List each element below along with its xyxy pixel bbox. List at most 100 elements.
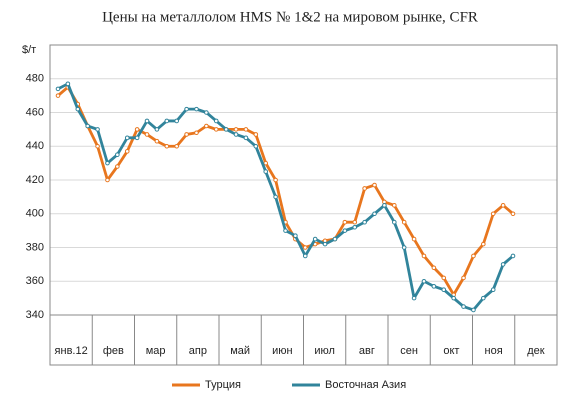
point-marker [223,127,229,132]
y-tick-label: 460 [26,106,44,118]
point-marker [332,236,338,242]
point-marker [302,245,308,250]
point-marker [461,304,466,309]
point-marker [134,127,140,132]
x-tick-label: ноя [485,345,503,357]
point-marker [500,262,506,267]
point-marker [312,236,318,242]
point-marker [164,143,170,149]
point-marker [233,132,239,137]
point-marker [421,253,427,259]
x-tick-label: июл [314,345,335,357]
point-marker [144,132,150,137]
point-marker [115,152,120,157]
point-marker [322,241,328,247]
point-marker [431,284,437,289]
y-tick-label: 380 [26,241,44,253]
x-tick-label: май [230,345,250,357]
y-axis-label: $/т [22,44,36,56]
point-marker [115,164,120,169]
chart-title: Цены на металлолом HMS № 1&2 на мировом … [102,9,478,25]
point-marker [283,228,288,233]
point-marker [213,127,219,132]
point-marker [362,186,367,191]
legend-label: Восточная Азия [325,379,406,391]
point-marker [55,93,61,98]
point-marker [401,219,407,225]
point-marker [302,253,308,259]
x-tick-label: янв.12 [55,345,88,357]
point-marker [233,127,239,132]
point-marker [75,106,81,112]
point-marker [411,236,417,242]
point-marker [401,245,407,250]
point-marker [362,219,367,225]
point-marker [392,219,397,225]
point-marker [134,135,140,141]
point-marker [471,253,476,259]
point-marker [342,219,348,225]
point-marker [194,106,199,112]
point-marker [273,194,278,200]
point-marker [184,106,189,112]
point-marker [273,177,278,183]
point-marker [490,211,496,217]
point-marker [243,135,249,141]
point-marker [124,149,130,154]
point-marker [481,241,486,247]
y-tick-label: 360 [26,275,44,287]
point-marker [253,143,259,149]
point-marker [154,127,160,132]
point-marker [431,265,437,271]
point-marker [342,228,348,233]
point-marker [441,287,447,292]
point-marker [451,295,456,301]
point-marker [411,295,417,301]
point-marker [392,203,397,208]
point-marker [55,86,61,92]
point-marker [352,219,358,225]
point-marker [204,110,209,115]
x-tick-label: дек [527,345,545,357]
point-marker [382,203,387,208]
x-tick-label: апр [189,345,207,357]
point-marker [253,132,259,137]
point-marker [510,211,516,217]
point-marker [243,127,249,132]
point-marker [85,123,90,129]
y-tick-label: 400 [26,208,44,220]
point-marker [352,224,358,230]
point-marker [95,127,100,132]
x-tick-label: фев [103,345,124,357]
point-marker [213,118,219,124]
point-marker [204,123,209,129]
y-tick-label: 340 [26,309,44,321]
y-tick-label: 420 [26,174,44,186]
x-tick-label: июн [272,345,292,357]
point-marker [372,211,377,217]
point-marker [471,307,476,313]
point-marker [481,295,486,301]
point-marker [490,287,496,292]
point-marker [65,81,71,87]
series-line [57,85,514,297]
point-marker [95,143,100,149]
y-tick-label: 480 [26,73,44,85]
point-marker [263,169,269,174]
point-marker [105,160,110,166]
point-marker [124,135,130,141]
x-tick-label: сен [400,345,418,357]
point-marker [500,203,506,208]
point-marker [174,143,179,149]
point-marker [441,275,447,281]
point-marker [174,118,179,124]
x-tick-label: мар [146,345,166,357]
point-marker [293,233,298,238]
point-marker [372,182,377,188]
point-marker [421,278,427,284]
x-tick-label: окт [443,345,459,357]
point-marker [510,253,516,259]
point-marker [105,177,110,183]
y-tick-label: 440 [26,140,44,152]
